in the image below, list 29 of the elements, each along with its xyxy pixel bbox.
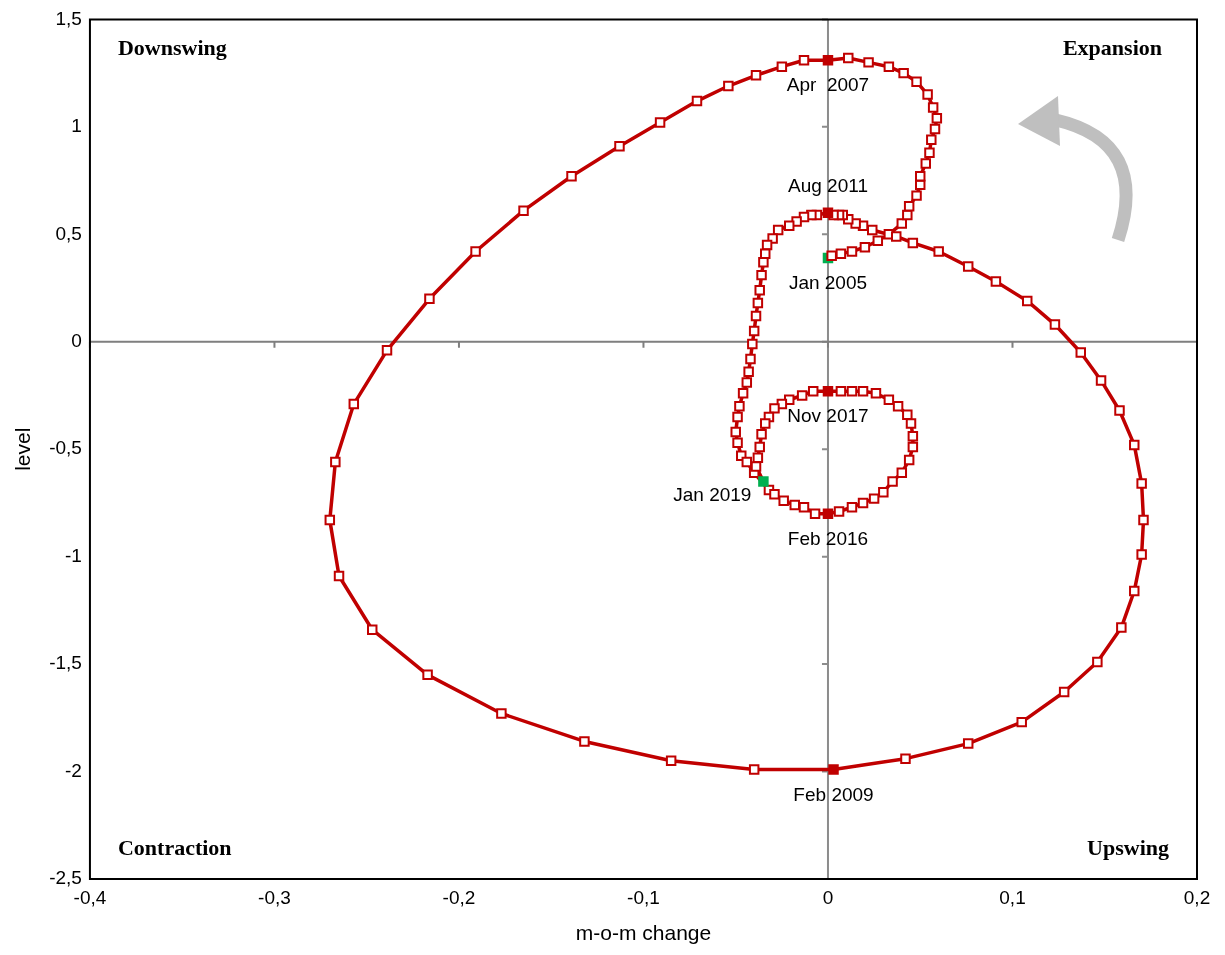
- annotation: Downswing: [117, 35, 227, 61]
- y-tick-label: 0,5: [55, 222, 82, 244]
- annotation: Nov 2017: [787, 405, 869, 427]
- annotation: Jan 2019: [673, 483, 752, 505]
- y-tick-label: 1: [71, 115, 82, 137]
- x-axis-title: m-o-m change: [575, 921, 712, 945]
- annotation: Upswing: [1087, 834, 1169, 860]
- y-tick-label: -2: [65, 759, 82, 781]
- x-tick-label: 0,1: [999, 886, 1026, 908]
- y-tick-label: -0,5: [49, 437, 82, 459]
- annotation: Feb 2016: [787, 527, 869, 549]
- annotation: Contraction: [117, 834, 232, 860]
- y-tick-label: -1: [65, 544, 82, 566]
- annotation: Apr 2007: [786, 74, 870, 96]
- y-tick-label: 1,5: [55, 7, 82, 29]
- x-tick-label: 0,2: [1183, 886, 1211, 908]
- y-tick-label: -2,5: [49, 867, 82, 889]
- y-tick-label: -1,5: [49, 652, 82, 674]
- x-tick-label: -0,2: [442, 886, 476, 908]
- x-tick-label: -0,1: [627, 886, 660, 908]
- x-tick-label: -0,3: [258, 886, 291, 908]
- x-tick-label: 0: [822, 886, 834, 908]
- y-axis-title: level: [11, 427, 35, 471]
- y-tick-label: 0: [71, 329, 82, 351]
- annotation: Feb 2009: [793, 783, 874, 805]
- x-tick-label: -0,4: [73, 886, 107, 908]
- annotation: Jan 2005: [788, 272, 868, 294]
- annotation: Expansion: [1062, 35, 1162, 61]
- annotation: Aug 2011: [788, 175, 868, 197]
